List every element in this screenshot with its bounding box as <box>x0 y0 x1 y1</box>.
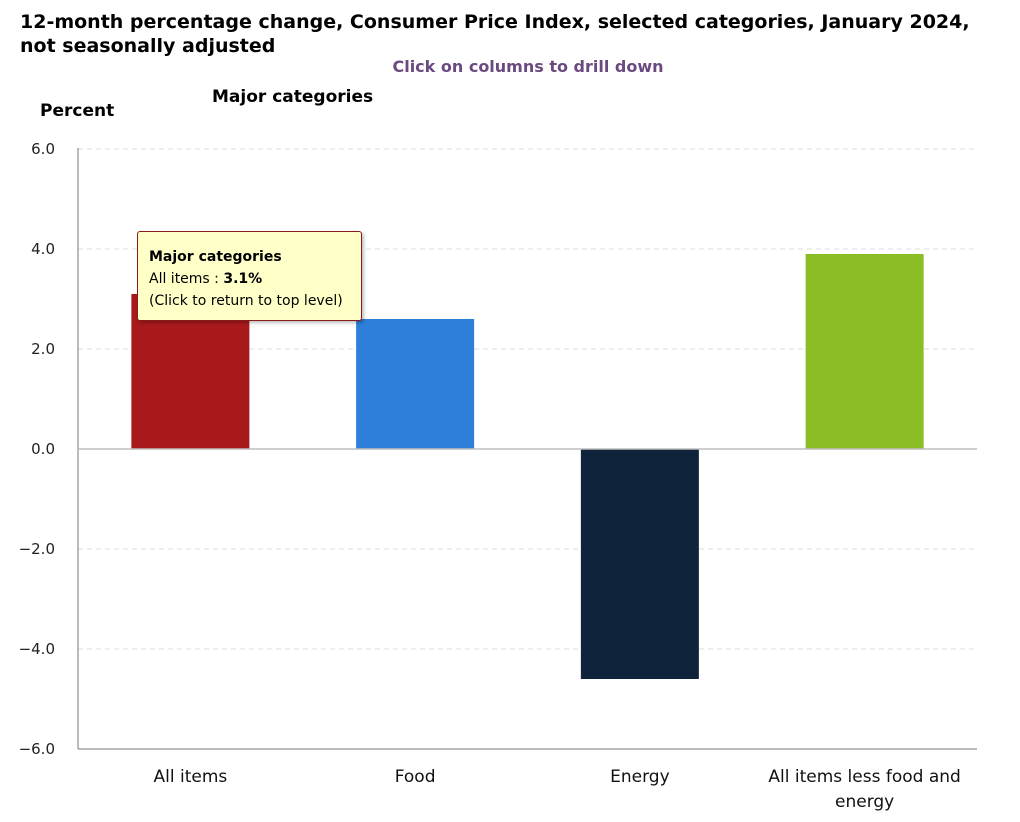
x-tick-label: All items less food and energy <box>768 767 960 812</box>
tooltip-header: Major categories <box>149 249 282 265</box>
chart-title: 12-month percentage change, Consumer Pri… <box>20 11 970 57</box>
tooltip-label: All items : <box>149 271 224 287</box>
x-tick-label-line: All items less food and <box>768 767 960 787</box>
y-tick-label: 6.0 <box>31 140 55 158</box>
y-tick-label: −4.0 <box>19 640 55 658</box>
y-axis-label: Percent <box>40 101 115 121</box>
bar[interactable] <box>805 254 924 449</box>
y-tick-label: −2.0 <box>19 540 55 558</box>
x-tick-label: All items <box>154 767 228 787</box>
legend-title: Major categories <box>212 87 374 107</box>
y-tick-label: 0.0 <box>31 440 55 458</box>
y-tick-label: 2.0 <box>31 340 55 358</box>
x-tick-label-line: energy <box>835 792 894 812</box>
x-tick-label: Food <box>395 767 436 787</box>
tooltip-value: 3.1% <box>223 271 263 287</box>
y-tick-label: −6.0 <box>19 740 55 758</box>
y-tick-label: 4.0 <box>31 240 55 258</box>
x-tick-label-line: All items <box>154 767 228 787</box>
tooltip-note: (Click to return to top level) <box>149 293 343 309</box>
x-tick-label-line: Energy <box>610 767 670 787</box>
tooltip: Major categories All items : 3.1% (Click… <box>137 231 362 321</box>
bar[interactable] <box>580 449 699 679</box>
bar[interactable] <box>356 319 475 449</box>
tooltip-line: All items : 3.1% <box>149 268 351 290</box>
x-tick-label: Energy <box>610 767 670 787</box>
drill-down-hint: Click on columns to drill down <box>392 57 664 76</box>
x-tick-label-line: Food <box>395 767 436 787</box>
